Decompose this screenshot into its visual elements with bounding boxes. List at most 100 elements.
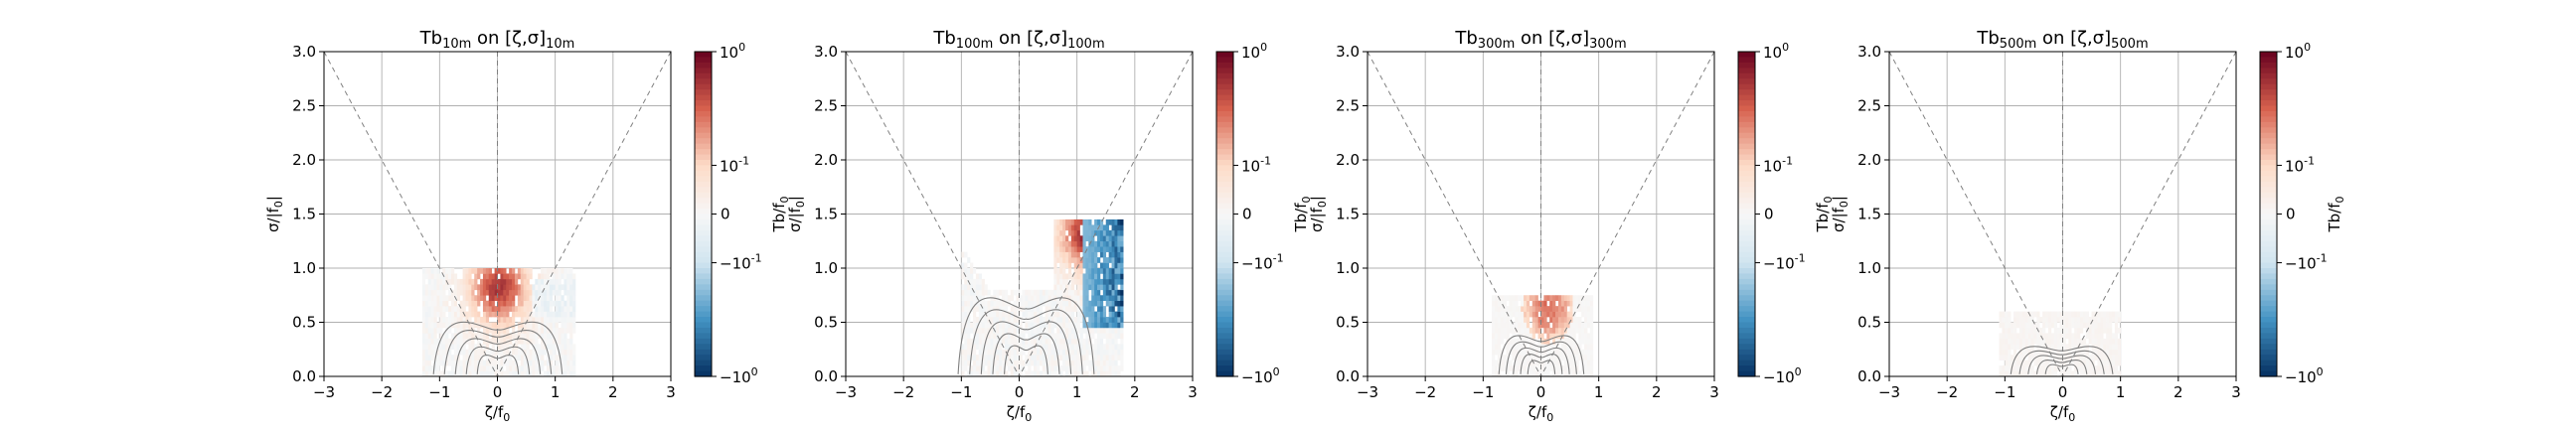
heatmap-cell [552,311,556,318]
heatmap-cell [984,370,988,377]
heatmap-cell [561,322,564,329]
heatmap-cell [1073,322,1077,329]
heatmap-cell [1073,251,1077,258]
heatmap-cell [453,273,458,280]
heatmap-cell [2053,327,2057,334]
heatmap-cell [541,338,545,345]
heatmap-cell [1111,355,1115,361]
colorbar-segment [695,143,712,150]
heatmap-cell [1022,289,1026,296]
heatmap-cell [546,327,551,334]
heatmap-cell [1042,289,1046,296]
heatmap-cell [566,317,570,323]
heatmap-cell [2030,338,2034,345]
heatmap-cell [1111,251,1115,258]
heatmap-cell [2053,322,2057,329]
heatmap-cell [1117,218,1121,225]
heatmap-cell [546,317,551,323]
heatmap-cell [506,295,510,301]
heatmap-cell [1120,322,1124,329]
heatmap-cell [1097,360,1101,366]
heatmap-cell [2018,311,2023,318]
heatmap-cell [2074,317,2078,323]
heatmap-cell [1506,333,1510,340]
heatmap-cell [1108,235,1112,242]
heatmap-cell [538,300,542,307]
heatmap-cell [468,338,472,345]
heatmap-cell [1053,360,1057,366]
heatmap-cell [1082,311,1086,318]
heatmap-cell [1497,327,1502,334]
heatmap-cell [459,317,463,323]
colorbar-tick-label: 100 [1241,41,1267,62]
heatmap-cell [1070,322,1075,329]
colorbar-segment [1738,235,1755,242]
colorbar-segment [1216,181,1233,188]
heatmap-cell [2117,311,2121,318]
heatmap-cell [2114,327,2119,334]
heatmap-cell [459,311,463,318]
heatmap-cell [1500,365,1504,371]
heatmap-cell [1492,370,1496,377]
heatmap-cell [558,295,562,301]
heatmap-cell [436,284,440,291]
heatmap-cell [450,295,455,301]
heatmap-cell [532,322,536,329]
heatmap-cell [1025,289,1029,296]
heatmap-cell [1512,355,1516,361]
heatmap-cell [1524,355,1528,361]
colorbar-segment [695,306,712,313]
heatmap-cell [1543,300,1547,307]
heatmap-cell [1108,333,1112,340]
heatmap-cell [1120,333,1124,340]
heatmap-cell [964,268,968,274]
heatmap-cell [424,268,428,274]
heatmap-cell [512,311,516,318]
heatmap-cell [1059,218,1063,225]
heatmap-cell [480,289,484,296]
colorbar-segment [1216,240,1233,247]
heatmap-cell [465,322,469,329]
heatmap-cell [1073,246,1077,252]
colorbar-segment [2260,187,2277,194]
heatmap-cell [1587,295,1591,301]
heatmap-cell [468,349,472,356]
heatmap-cell [967,273,971,280]
heatmap-cell [1065,360,1069,366]
heatmap-cell [993,317,997,323]
colorbar-segment [695,295,712,302]
colorbar-segment [1216,52,1233,59]
heatmap-cell [552,327,556,334]
heatmap-cell [424,365,428,371]
heatmap-cell [987,300,991,307]
heatmap-cell [1031,344,1035,351]
heatmap-cell [566,349,570,356]
heatmap-cell [566,311,570,318]
heatmap-cell [517,365,522,371]
heatmap-cell [439,311,443,318]
heatmap-cell [1552,338,1556,345]
heatmap-cell [2050,322,2055,329]
heatmap-cell [1065,251,1069,258]
heatmap-cell [1575,365,1579,371]
heatmap-cell [1531,370,1535,377]
heatmap-cell [1070,240,1075,247]
heatmap-cell [1512,306,1516,312]
heatmap-cell [453,360,458,366]
heatmap-cell [2103,370,2107,377]
heatmap-cell [1566,317,1570,323]
heatmap-cell [572,322,576,329]
colorbar-segment [695,229,712,236]
heatmap-cell [1102,240,1107,247]
heatmap-cell [514,278,519,285]
x-tick-label: 2 [2174,383,2183,401]
heatmap-cell [497,349,501,356]
colorbar-segment [1738,57,1755,64]
heatmap-cell [474,273,478,280]
heatmap-cell [1070,306,1075,312]
heatmap-cell [2100,355,2104,361]
heatmap-cell [2039,355,2043,361]
heatmap-cell [1091,317,1095,323]
heatmap-cell [978,289,982,296]
heatmap-cell [462,289,466,296]
